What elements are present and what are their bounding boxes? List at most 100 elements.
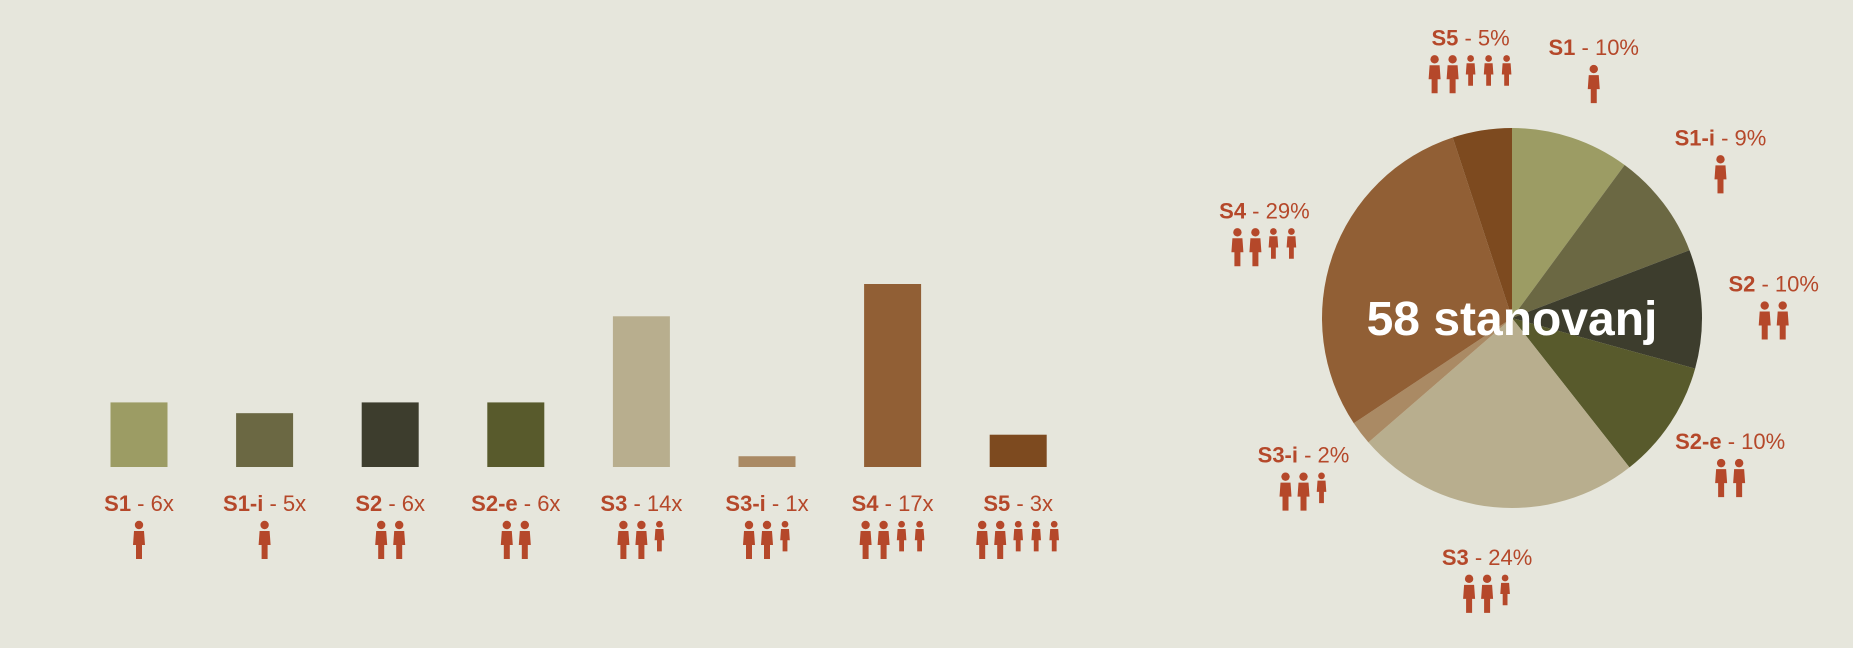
person-icon xyxy=(500,520,513,559)
person-icon xyxy=(1286,228,1297,259)
person-icon xyxy=(896,520,907,552)
pie-category: S2 xyxy=(1728,272,1755,297)
people-icons xyxy=(1463,574,1510,613)
bar-s1 xyxy=(110,402,168,467)
bar-s5 xyxy=(989,434,1047,467)
pie-value: - 10% xyxy=(1755,272,1819,297)
bar-label-s2: S2 - 6x xyxy=(355,491,425,516)
person-icon xyxy=(1463,574,1476,613)
bar-s1-i xyxy=(236,413,294,467)
bar-category: S1-i xyxy=(223,491,263,516)
pie-labels: S1 - 10% S1-i - 9% S2 - 10% S2-e - 10% S3 - … xyxy=(1219,25,1819,613)
person-icon xyxy=(1446,55,1459,94)
person-icon xyxy=(1714,155,1727,194)
pie-value: - 29% xyxy=(1246,198,1310,223)
person-icon xyxy=(635,520,648,559)
pie-label-s3-i: S3-i - 2% xyxy=(1258,443,1350,468)
pie-value: - 9% xyxy=(1715,125,1766,150)
person-icon xyxy=(393,520,406,559)
person-icon xyxy=(1587,64,1600,104)
person-icon xyxy=(761,520,773,559)
people-icons xyxy=(976,520,1059,559)
pie-slice-s3 xyxy=(1368,318,1630,508)
person-icon xyxy=(1297,472,1310,511)
person-icon xyxy=(654,520,665,552)
person-icon xyxy=(1500,574,1510,606)
people-icons xyxy=(1279,472,1327,511)
pie-slices xyxy=(1322,128,1702,508)
people-icons xyxy=(500,520,531,559)
pie-value: - 2% xyxy=(1298,443,1349,468)
bar-value: - 17x xyxy=(879,491,934,516)
people-icons xyxy=(1715,458,1746,498)
person-icon xyxy=(1776,301,1789,340)
bar-category: S3 xyxy=(600,491,627,516)
person-icon xyxy=(1501,55,1512,86)
person-icon xyxy=(1758,301,1771,340)
person-icon xyxy=(258,520,271,559)
bar-category: S5 xyxy=(983,491,1010,516)
bar-category: S2 xyxy=(355,491,382,516)
people-icons xyxy=(743,520,790,559)
pie-slice-s2-e xyxy=(1512,318,1696,468)
person-icon xyxy=(1733,458,1746,498)
person-icon xyxy=(1268,228,1279,259)
person-icon xyxy=(1483,55,1494,86)
person-icon xyxy=(1428,55,1441,94)
pie-label-s1-i: S1-i - 9% xyxy=(1675,125,1767,150)
person-icon xyxy=(1249,228,1262,267)
bar-category: S4 xyxy=(852,491,880,516)
person-icon xyxy=(994,520,1007,559)
pie-category: S4 xyxy=(1219,198,1247,223)
people-icons xyxy=(1428,55,1512,94)
person-icon xyxy=(1013,520,1023,552)
bar-category: S1 xyxy=(104,491,131,516)
pie-category: S2-e xyxy=(1675,429,1721,454)
pie-category: S1 xyxy=(1548,35,1575,60)
pie-label-s3: S3 - 24% xyxy=(1442,545,1533,570)
person-icon xyxy=(1279,472,1292,511)
bar-value: - 5x xyxy=(263,491,306,516)
pie-category: S1-i xyxy=(1675,125,1715,150)
pie-slice-s2 xyxy=(1512,250,1702,369)
bar-value: - 6x xyxy=(518,491,561,516)
people-icons xyxy=(617,520,665,559)
pie-value: - 24% xyxy=(1469,545,1533,570)
pie-chart: 58 stanovanj S1 - 10%S1-i - 9%S2 - 10%S2… xyxy=(1219,25,1819,613)
person-icon xyxy=(375,520,388,559)
bar-category: S2-e xyxy=(471,491,517,516)
bar-s3-i xyxy=(738,456,796,467)
bar-s2-e xyxy=(487,402,545,467)
person-icon xyxy=(859,520,872,559)
person-icon xyxy=(1049,520,1059,552)
pie-label-s4: S4 - 29% xyxy=(1219,198,1310,223)
pie-slice-s5 xyxy=(1452,128,1512,318)
bar-s4 xyxy=(864,284,922,467)
bar-value: - 6x xyxy=(131,491,174,516)
person-icon xyxy=(617,520,630,559)
people-icons xyxy=(1714,155,1727,194)
person-icon xyxy=(1231,228,1244,267)
people-icons xyxy=(1231,228,1297,267)
pie-label-s2: S2 - 10% xyxy=(1728,272,1819,297)
person-icon xyxy=(1031,520,1041,552)
person-icon xyxy=(133,520,145,559)
people-icons xyxy=(258,520,271,559)
pie-category: S3 xyxy=(1442,545,1469,570)
pie-category: S5 xyxy=(1431,25,1458,50)
person-icon xyxy=(1715,458,1728,498)
person-icon xyxy=(877,520,890,559)
bar-label-s3: S3 - 14x xyxy=(600,491,682,516)
bar-label-s2-e: S2-e - 6x xyxy=(471,491,560,516)
bar-label-s3-i: S3-i - 1x xyxy=(725,491,808,516)
pie-slice-s4 xyxy=(1322,137,1512,424)
bar-label-s1-i: S1-i - 5x xyxy=(223,491,306,516)
bar-value: - 3x xyxy=(1010,491,1053,516)
pie-slice-s1-i xyxy=(1512,164,1690,318)
pie-center-label: 58 stanovanj xyxy=(1367,293,1658,346)
pie-category: S3-i xyxy=(1258,443,1298,468)
person-icon xyxy=(1316,472,1327,504)
bar-s2 xyxy=(361,402,419,467)
pie-value: - 10% xyxy=(1722,429,1786,454)
